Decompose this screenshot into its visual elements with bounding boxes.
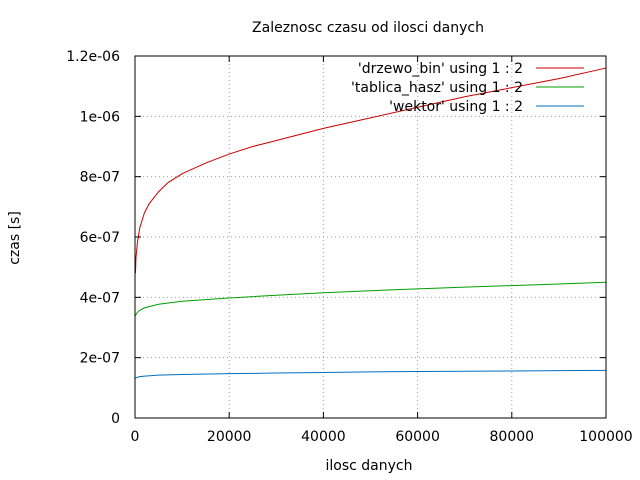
legend-label-2: 'tablica_hasz' using 1 : 2 <box>351 80 523 96</box>
legend-label-1: 'drzewo_bin' using 1 : 2 <box>358 61 523 77</box>
y-tick-label: 2e-07 <box>80 351 120 367</box>
x-tick-labels: 0 20000 40000 60000 80000 100000 <box>131 429 633 445</box>
grid <box>135 56 606 418</box>
series-line-2 <box>135 281 607 316</box>
y-tick-label: 1e-06 <box>80 109 120 125</box>
series-line-1 <box>134 67 607 274</box>
y-tick-label: 6e-07 <box>80 230 120 246</box>
x-axis-label: ilosc danych <box>326 458 413 474</box>
x-tick-label: 0 <box>131 429 140 445</box>
x-tick-label: 80000 <box>490 429 535 445</box>
y-axis-label: czas [s] <box>7 211 23 265</box>
y-tick-label: 0 <box>111 411 120 427</box>
axis-ticks <box>134 55 607 419</box>
x-tick-label: 100000 <box>579 429 632 445</box>
x-tick-label: 60000 <box>395 429 440 445</box>
series-lines <box>134 67 607 379</box>
x-tick-label: 40000 <box>301 429 346 445</box>
y-tick-label: 8e-07 <box>80 170 120 186</box>
y-tick-labels: 0 2e-07 4e-07 6e-07 8e-07 1e-06 1.2e-06 <box>66 49 120 427</box>
legend: 'drzewo_bin' using 1 : 2 'tablica_hasz' u… <box>351 61 584 115</box>
legend-label-3: 'wektor' using 1 : 2 <box>389 99 523 115</box>
chart-title: Zaleznosc czasu od ilosci danych <box>252 20 484 36</box>
series-line-3 <box>135 369 607 379</box>
y-tick-label: 1.2e-06 <box>66 49 120 65</box>
y-tick-label: 4e-07 <box>80 290 120 306</box>
x-tick-label: 20000 <box>207 429 252 445</box>
